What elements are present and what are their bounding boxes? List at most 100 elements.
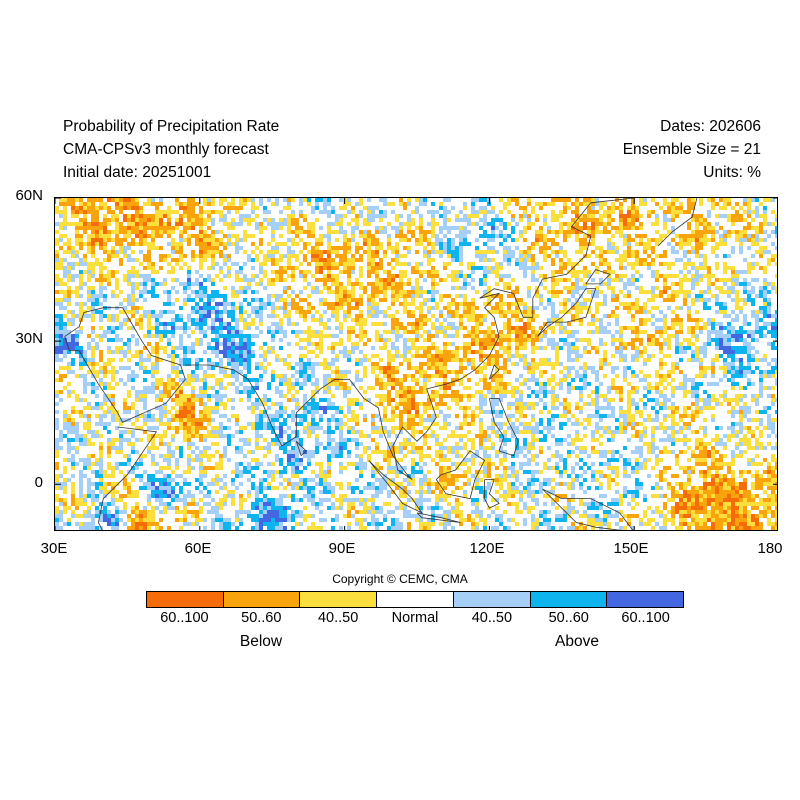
- probability-cell: [739, 230, 743, 234]
- probability-cell: [475, 370, 479, 374]
- probability-cell: [743, 342, 747, 346]
- probability-cell: [211, 386, 215, 390]
- probability-cell: [347, 314, 351, 318]
- probability-cell: [451, 286, 455, 290]
- probability-cell: [299, 310, 303, 314]
- probability-cell: [207, 362, 211, 366]
- probability-cell: [151, 238, 155, 242]
- probability-cell: [443, 342, 447, 346]
- probability-cell: [727, 218, 731, 222]
- probability-cell: [283, 310, 287, 314]
- probability-cell: [131, 230, 135, 234]
- probability-cell: [279, 278, 283, 282]
- probability-cell: [55, 230, 59, 234]
- probability-cell: [151, 270, 155, 274]
- probability-cell: [303, 278, 307, 282]
- probability-cell: [171, 366, 175, 370]
- probability-cell: [403, 206, 407, 210]
- probability-cell: [435, 326, 439, 330]
- probability-cell: [83, 218, 87, 222]
- probability-cell: [759, 390, 763, 394]
- probability-cell: [539, 386, 543, 390]
- probability-cell: [227, 374, 231, 378]
- probability-cell: [79, 350, 83, 354]
- probability-cell: [711, 238, 715, 242]
- probability-cell: [379, 262, 383, 266]
- probability-cell: [255, 310, 259, 314]
- probability-cell: [743, 314, 747, 318]
- probability-cell: [483, 342, 487, 346]
- probability-cell: [435, 222, 439, 226]
- probability-cell: [123, 254, 127, 258]
- probability-cell: [107, 210, 111, 214]
- probability-cell: [443, 358, 447, 362]
- probability-cell: [179, 306, 183, 310]
- probability-cell: [71, 342, 75, 346]
- probability-cell: [455, 226, 459, 230]
- probability-cell: [275, 226, 279, 230]
- probability-cell: [299, 226, 303, 230]
- probability-cell: [359, 202, 363, 206]
- probability-cell: [459, 242, 463, 246]
- probability-cell: [451, 298, 455, 302]
- probability-cell: [639, 310, 643, 314]
- probability-cell: [187, 350, 191, 354]
- probability-cell: [443, 390, 447, 394]
- probability-cell: [739, 326, 743, 330]
- probability-cell: [719, 346, 723, 350]
- probability-cell: [555, 354, 559, 358]
- probability-cell: [691, 278, 695, 282]
- probability-cell: [179, 394, 183, 398]
- probability-cell: [219, 302, 223, 306]
- probability-cell: [251, 378, 255, 382]
- probability-cell: [355, 226, 359, 230]
- probability-cell: [307, 282, 311, 286]
- probability-cell: [179, 266, 183, 270]
- probability-cell: [495, 234, 499, 238]
- probability-cell: [727, 322, 731, 326]
- probability-cell: [483, 362, 487, 366]
- probability-cell: [63, 210, 67, 214]
- probability-cell: [407, 302, 411, 306]
- probability-cell: [91, 362, 95, 366]
- probability-cell: [91, 254, 95, 258]
- probability-cell: [255, 362, 259, 366]
- probability-cell: [267, 330, 271, 334]
- probability-cell: [275, 298, 279, 302]
- probability-cell: [767, 370, 771, 374]
- probability-cell: [83, 214, 87, 218]
- probability-cell: [695, 270, 699, 274]
- probability-cell: [551, 258, 555, 262]
- probability-cell: [215, 306, 219, 310]
- probability-cell: [443, 246, 447, 250]
- probability-cell: [655, 270, 659, 274]
- probability-cell: [63, 322, 67, 326]
- probability-cell: [147, 310, 151, 314]
- probability-cell: [471, 262, 475, 266]
- probability-cell: [287, 214, 291, 218]
- probability-cell: [599, 278, 603, 282]
- probability-cell: [563, 266, 567, 270]
- probability-cell: [267, 298, 271, 302]
- probability-cell: [567, 386, 571, 390]
- probability-cell: [639, 306, 643, 310]
- probability-cell: [79, 258, 83, 262]
- probability-cell: [431, 286, 435, 290]
- probability-cell: [559, 250, 563, 254]
- probability-cell: [419, 274, 423, 278]
- probability-cell: [763, 374, 767, 378]
- probability-cell: [419, 214, 423, 218]
- probability-cell: [759, 326, 763, 330]
- probability-cell: [215, 242, 219, 246]
- probability-cell: [743, 210, 747, 214]
- probability-cell: [175, 366, 179, 370]
- probability-cell: [471, 310, 475, 314]
- probability-cell: [335, 222, 339, 226]
- probability-cell: [699, 222, 703, 226]
- probability-cell: [215, 314, 219, 318]
- probability-cell: [523, 214, 527, 218]
- probability-cell: [447, 322, 451, 326]
- probability-cell: [375, 206, 379, 210]
- probability-cell: [139, 206, 143, 210]
- probability-cell: [187, 294, 191, 298]
